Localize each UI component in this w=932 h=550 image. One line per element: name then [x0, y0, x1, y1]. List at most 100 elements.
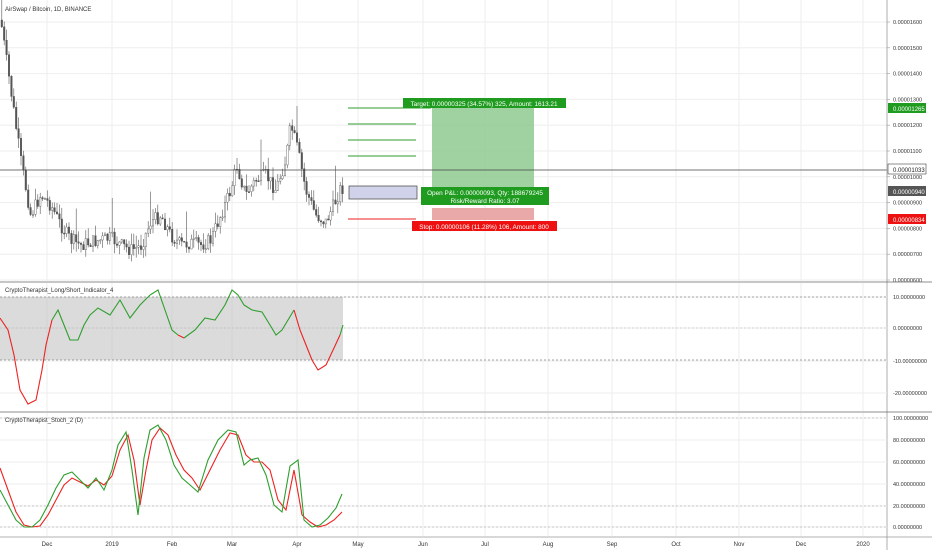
- entry-price-tag-text: 0.00000940: [893, 190, 925, 196]
- candle-body: [44, 198, 47, 200]
- price-tick-label: 0.00001600: [893, 20, 922, 26]
- candle-body: [173, 241, 176, 244]
- stop-price-tag: [888, 214, 926, 224]
- candle-body: [12, 96, 15, 108]
- stop-label: Stop: 0.00000106 (11.28%) 106, Amount: 8…: [419, 224, 549, 231]
- stoch-indicator-pane[interactable]: CryptoTherapist_Stoch_2 (D) 100.00000000…: [0, 413, 928, 536]
- main-price-pane[interactable]: AirSwap / Bitcoin, 1D, BINANCE Target: 0…: [0, 0, 887, 281]
- candle-body: [46, 198, 49, 201]
- candle-body: [243, 185, 246, 188]
- entry-box[interactable]: [348, 185, 418, 200]
- candle-body: [300, 152, 303, 169]
- candle-body: [87, 238, 90, 246]
- candle-body: [163, 218, 166, 231]
- candle-body: [281, 175, 284, 179]
- candle-body: [175, 239, 178, 244]
- candle-body: [202, 244, 205, 250]
- candle-body: [197, 237, 200, 243]
- indicator1-lines: [0, 289, 344, 405]
- indicator1-green-segment-3: [339, 324, 344, 336]
- indicator1-green-segment-2: [183, 289, 295, 339]
- candle-body: [317, 215, 320, 222]
- candle-body: [211, 231, 214, 244]
- candlestick-series: [0, 0, 344, 262]
- candle-body: [305, 181, 308, 195]
- candle-body: [51, 207, 54, 211]
- candle-body: [312, 200, 315, 210]
- indicator1-tick-label: -20.00000000: [893, 391, 927, 397]
- price-tick-label: 0.00000800: [893, 226, 922, 232]
- candle-body: [284, 164, 287, 177]
- candle-body: [70, 233, 73, 244]
- candle-body: [103, 233, 106, 237]
- target-price-tag-text: 0.00001265: [893, 107, 925, 113]
- candle-body: [185, 241, 188, 248]
- candle-body: [106, 233, 109, 241]
- price-tick-label: 0.00000700: [893, 252, 922, 258]
- candle-body: [94, 235, 97, 246]
- time-label: Sep: [607, 542, 618, 548]
- candle-body: [3, 26, 6, 41]
- time-label: Feb: [167, 542, 178, 548]
- candle-body: [279, 178, 282, 182]
- candle-body: [125, 243, 128, 248]
- time-axis-labels: Dec 2019 Feb Mar Apr May Jun Jul Aug Sep Oct Nov Dec…: [42, 542, 871, 548]
- candle-body: [118, 241, 121, 246]
- candle-body: [219, 217, 222, 227]
- candle-body: [296, 132, 299, 143]
- indicator1-red-segment-3: [293, 309, 341, 371]
- candle-body: [228, 193, 231, 197]
- candle-body: [27, 189, 30, 208]
- candle-body: [238, 169, 241, 179]
- candle-body: [267, 169, 270, 182]
- candle-body: [63, 232, 66, 235]
- candle-body: [58, 213, 61, 220]
- pnl-label: Open P&L: 0.00000093, Qty: 188679245: [427, 190, 543, 197]
- candle-body: [147, 228, 150, 234]
- target-price-tag: [888, 103, 926, 113]
- long-short-indicator-pane[interactable]: CryptoTherapist_Long/Short_Indicator_4 1…: [0, 283, 927, 411]
- time-label: Apr: [292, 542, 301, 548]
- candle-body: [82, 244, 85, 250]
- candle-body: [41, 197, 44, 200]
- candle-body: [255, 180, 258, 182]
- candle-body: [17, 128, 20, 139]
- candle-body: [332, 199, 335, 212]
- indicator1-red-segment-2: [177, 334, 185, 339]
- candle-body: [178, 237, 181, 241]
- candle-body: [187, 247, 190, 250]
- long-position-tool[interactable]: Target: 0.00000325 (34.57%) 325, Amount:…: [348, 98, 566, 231]
- candle-body: [156, 212, 159, 225]
- candle-body: [272, 177, 275, 193]
- candle-body: [113, 231, 116, 245]
- time-label: 2020: [856, 542, 870, 548]
- candle-body: [288, 125, 291, 146]
- candle-body: [192, 238, 195, 240]
- main-price-axis[interactable]: 0.00001600 0.00001500 0.00001400 0.00001300…: [886, 0, 927, 550]
- indicator2-tick-label: 100.00000000: [893, 416, 928, 422]
- price-tick-label: 0.00000600: [893, 278, 922, 284]
- candle-body: [84, 238, 87, 250]
- time-axis[interactable]: Dec 2019 Feb Mar Apr May Jun Jul Aug Sep Oct Nov Dec…: [0, 536, 932, 548]
- indicator1-red-segment: [0, 317, 53, 405]
- stop-zone: [432, 208, 534, 220]
- candle-body: [48, 200, 51, 211]
- candle-body: [303, 168, 306, 182]
- candle-body: [15, 107, 18, 129]
- price-tick-label: 0.00001200: [893, 123, 922, 129]
- candle-body: [144, 232, 147, 247]
- candle-body: [245, 185, 248, 192]
- candle-body: [60, 218, 63, 234]
- candle-body: [149, 225, 152, 230]
- rr-label: Risk/Reward Ratio: 3.07: [451, 198, 520, 205]
- candle-body: [130, 244, 133, 255]
- candle-body: [231, 185, 234, 197]
- candle-body: [36, 199, 39, 207]
- candle-body: [99, 239, 102, 242]
- candle-body: [154, 212, 157, 220]
- target-label-box: [403, 98, 566, 108]
- indicator1-y-ticks: 10.00000000 0.00000000 -10.00000000 -20.000…: [893, 295, 927, 397]
- target-label: Target: 0.00000325 (34.57%) 325, Amount:…: [410, 101, 558, 108]
- candle-body: [115, 243, 118, 246]
